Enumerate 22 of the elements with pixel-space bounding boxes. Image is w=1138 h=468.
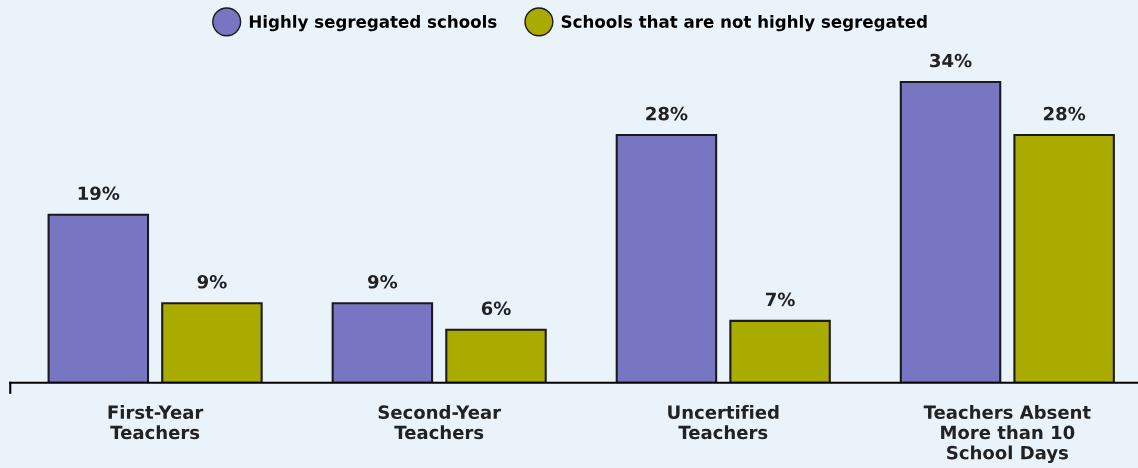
data-label: 6% [481, 301, 511, 316]
x-tick-label: Uncertified Teachers [668, 405, 779, 440]
bar [729, 319, 831, 383]
data-label: 9% [197, 274, 227, 289]
x-tick-label: First-Year Teachers [108, 405, 204, 440]
data-label: 7% [765, 292, 795, 307]
x-tick-label: Second-Year Teachers [378, 405, 501, 440]
bar [445, 328, 547, 383]
legend-label: Highly segregated schools [249, 15, 497, 32]
data-label: 34% [930, 53, 972, 68]
bar [899, 80, 1002, 383]
data-label: 28% [1043, 106, 1086, 121]
x-tick-label: Teachers Absent More than 10 School Days [923, 405, 1091, 464]
bar [1013, 134, 1115, 383]
bar [47, 213, 150, 383]
legend-label: Schools that are not highly segregated [561, 15, 927, 32]
bar [615, 134, 718, 383]
data-label: 19% [78, 186, 120, 201]
bar [331, 302, 434, 383]
bar [161, 302, 263, 383]
data-label: 9% [367, 274, 398, 289]
data-label: 28% [646, 106, 688, 121]
